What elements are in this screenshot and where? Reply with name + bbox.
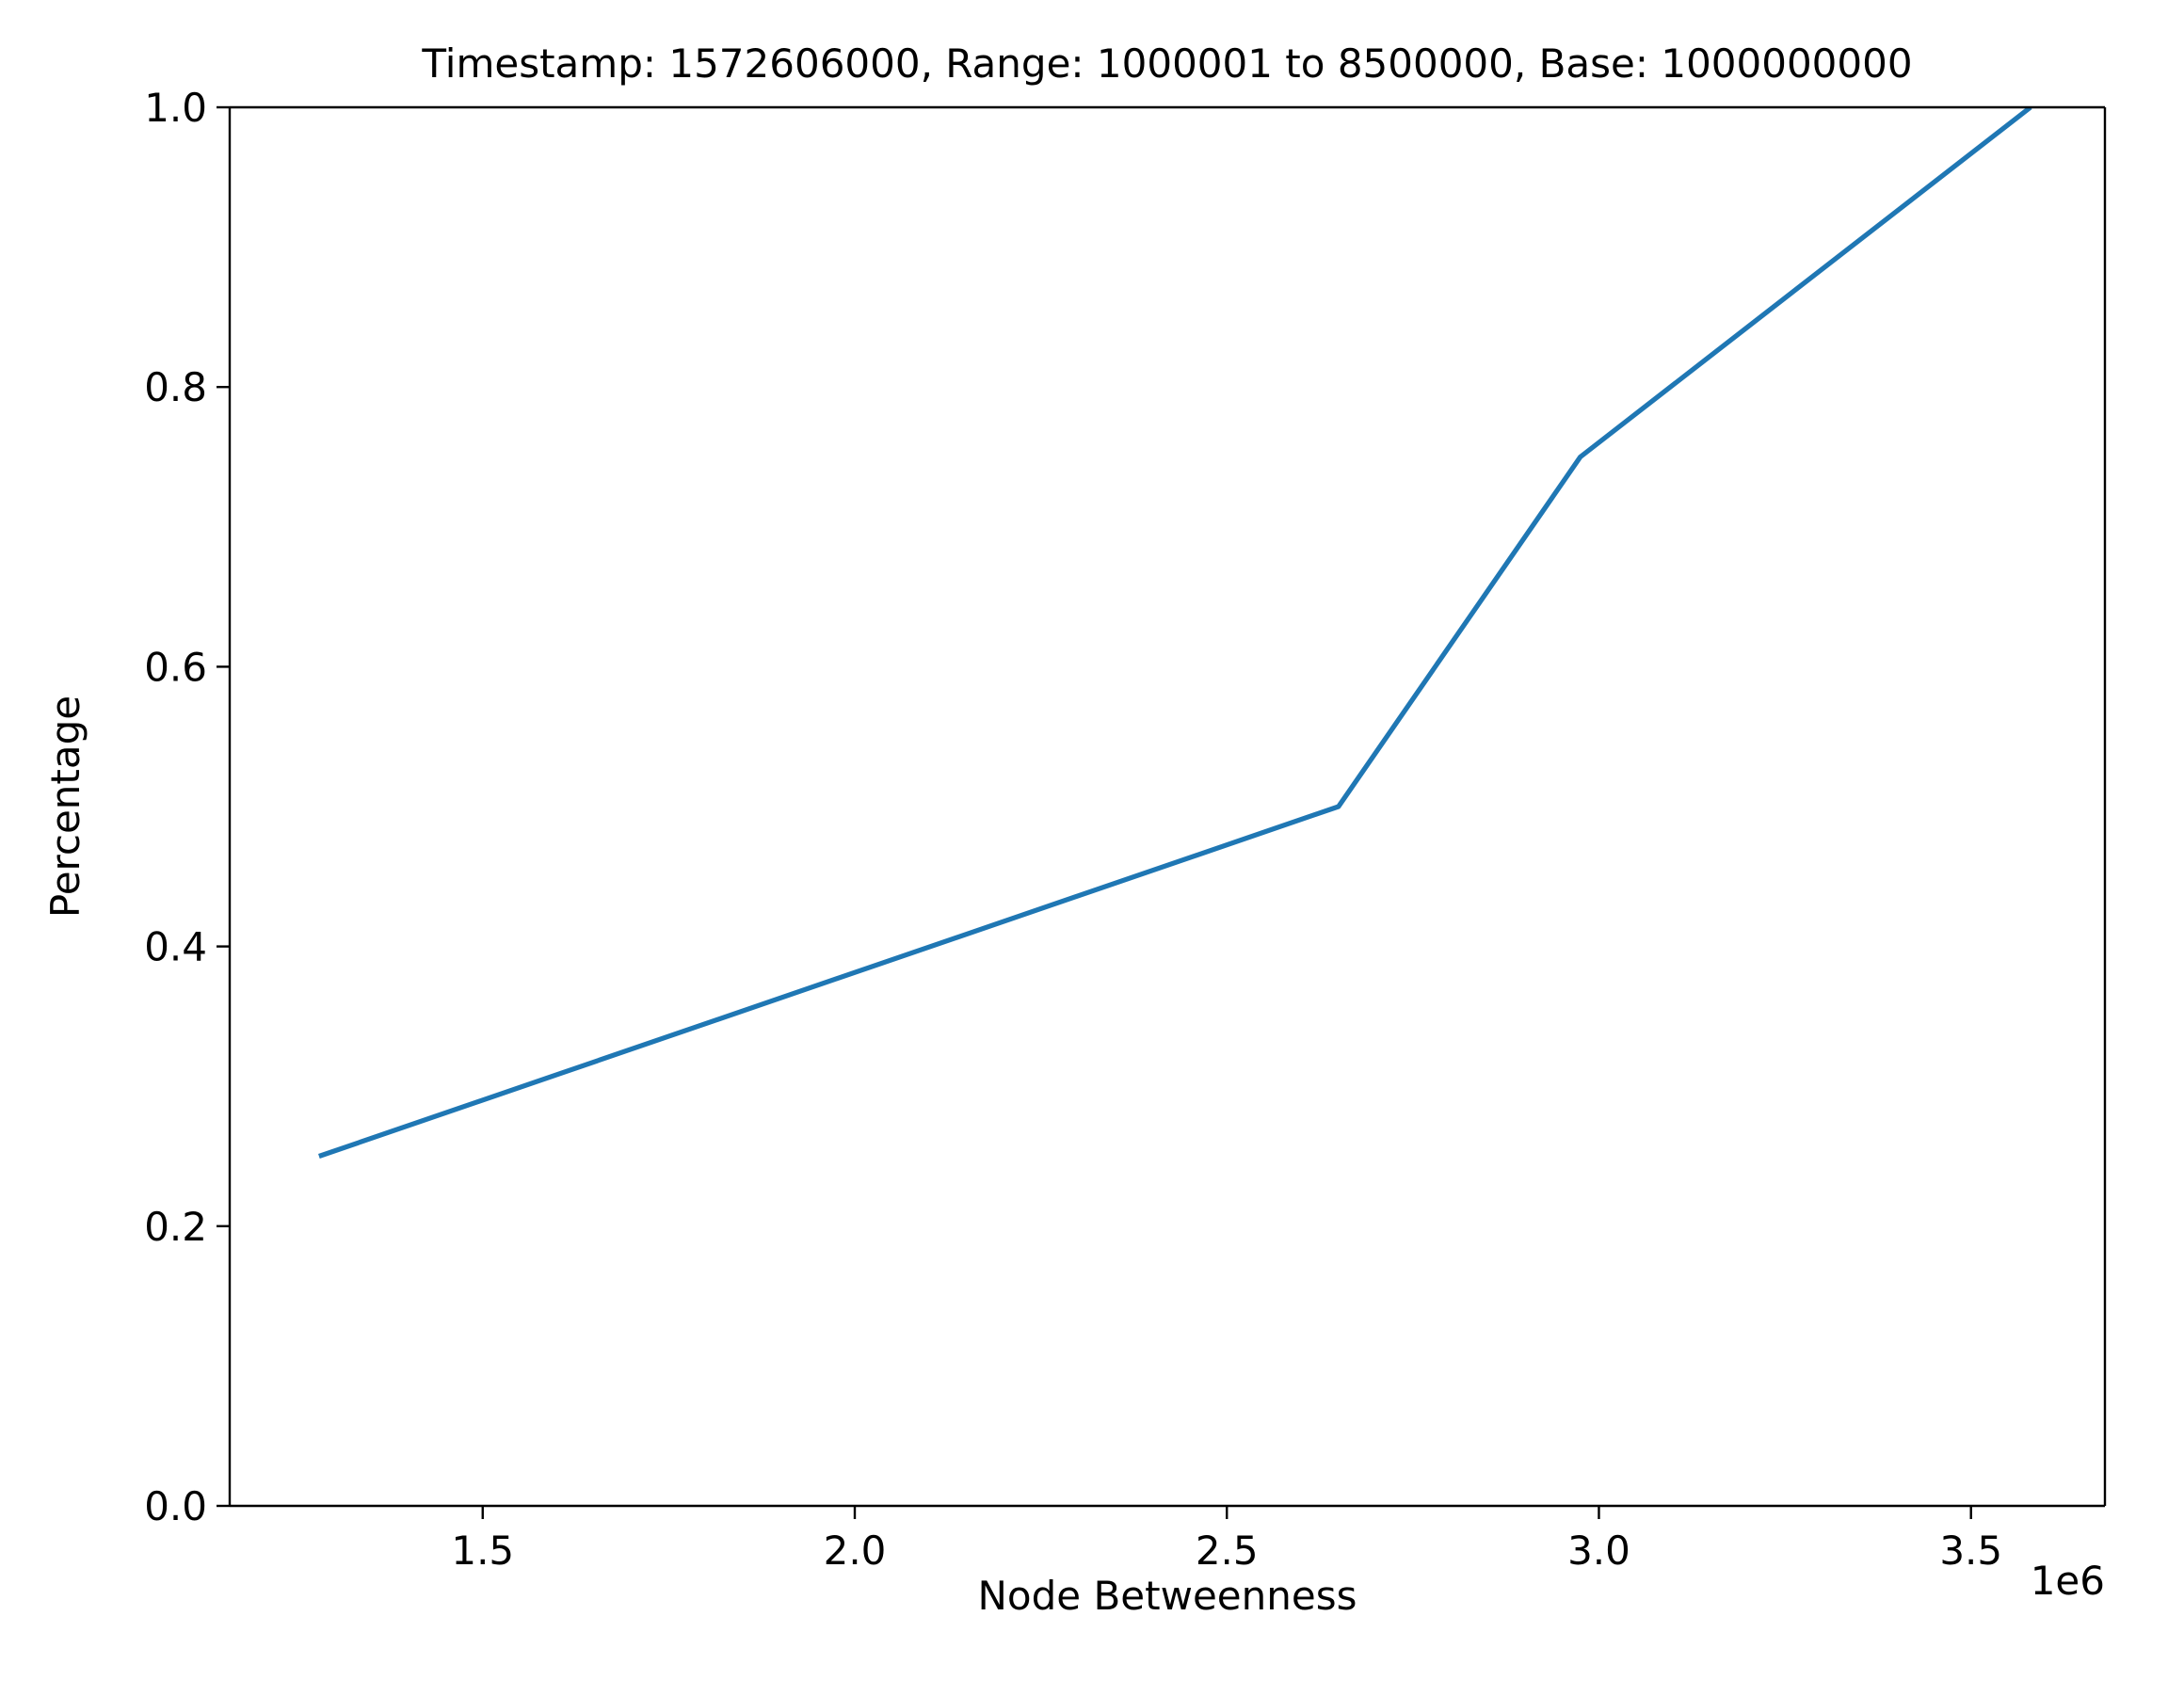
y-tick-label: 0.6 [144, 644, 207, 690]
x-tick-label: 1.5 [451, 1528, 514, 1574]
x-tick-label: 3.5 [1939, 1528, 2002, 1574]
series-line-0 [318, 107, 2032, 1159]
x-tick-label: 2.0 [824, 1528, 887, 1574]
y-tick-label: 0.0 [144, 1483, 207, 1529]
y-tick-label: 0.8 [144, 364, 207, 410]
x-axis-label: Node Betweenness [978, 1573, 1357, 1619]
y-tick-label: 0.2 [144, 1204, 207, 1250]
y-tick-label: 1.0 [144, 85, 207, 131]
x-axis-offset-label: 1e6 [2031, 1558, 2105, 1604]
x-tick-label: 3.0 [1567, 1528, 1630, 1574]
y-tick-label: 0.4 [144, 924, 207, 970]
y-axis-label: Percentage [42, 696, 88, 918]
chart-title: Timestamp: 1572606000, Range: 1000001 to… [421, 40, 1912, 87]
x-tick-label: 2.5 [1196, 1528, 1259, 1574]
plot-area: 1.5 2.0 2.5 3.0 3.5 0.0 0.2 0.4 0.6 0.8 1.0 [144, 85, 2107, 1574]
